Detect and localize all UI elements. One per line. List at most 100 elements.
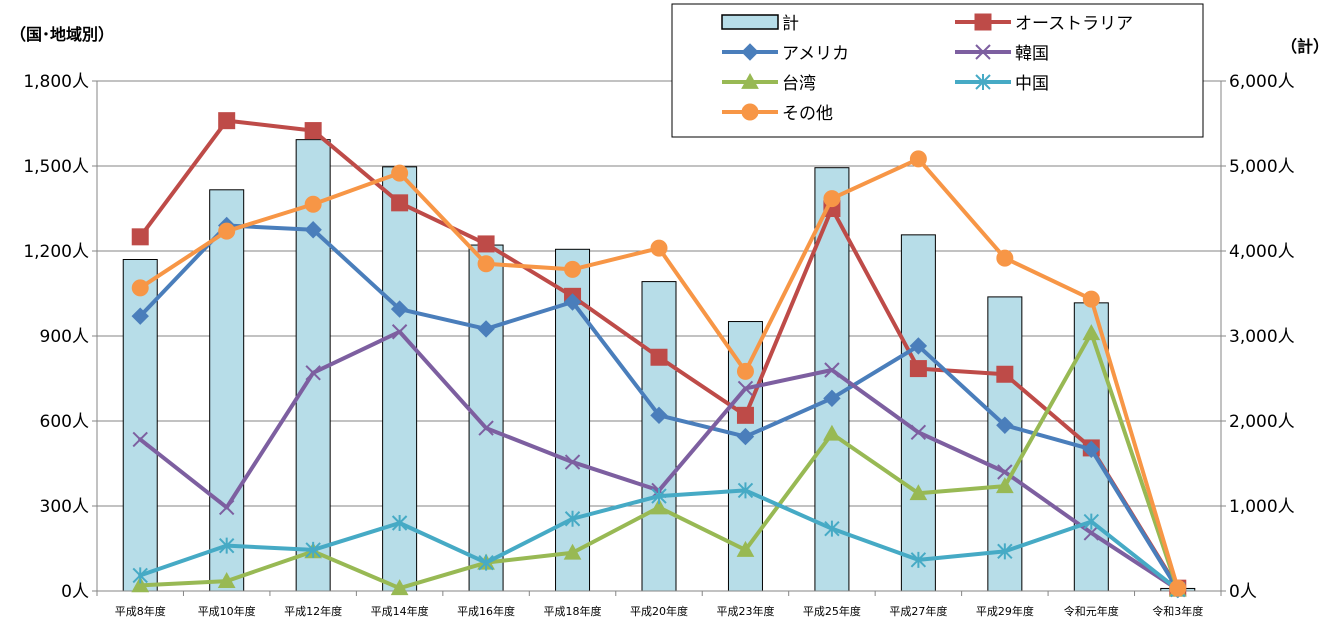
bar-total-10 [987,296,1023,592]
legend-marker-5 [975,74,991,90]
series-1-point-9 [909,337,928,355]
axes [92,80,1226,596]
category-label-3: 平成14年度 [371,604,429,618]
bar-total-1 [209,189,245,592]
legend-entry-1: オーストラリア [955,13,1133,34]
legend-label-6: その他 [782,104,833,124]
legend-label-0: 計 [782,14,799,34]
category-label-10: 平成29年度 [976,604,1034,618]
series-5-point-11 [1082,290,1100,308]
series-4-point-8 [824,520,840,537]
bar-series-total [122,139,1196,592]
right-tick-label-2: 2,000人 [1229,412,1295,432]
legend-swatch-0 [721,14,779,30]
legend-entry-5: 中国 [955,74,1049,94]
series-0-point-9 [909,360,927,378]
series-0-point-6 [650,348,668,366]
series-5-point-9 [909,150,927,168]
legend-marker-2 [741,43,759,61]
series-3-point-11 [1082,324,1101,341]
series-0-point-10 [996,365,1014,383]
series-0-point-4 [477,235,495,253]
category-label-5: 平成18年度 [544,604,602,618]
series-1-point-3 [390,300,409,318]
series-0-point-1 [218,112,236,130]
series-4-point-10 [997,543,1013,560]
series-4 [132,482,1186,598]
category-label-7: 平成23年度 [716,604,774,618]
series-4-point-0 [132,567,148,584]
series-0-point-3 [391,194,409,212]
series-4-point-9 [910,551,927,568]
series-0-point-7 [736,406,754,424]
series-4-point-6 [651,488,667,505]
series-1-point-5 [563,293,582,311]
series-4-point-4 [478,554,494,571]
left-tick-label-0: 0人 [61,582,89,602]
series-4-point-5 [564,510,581,527]
category-label-1: 平成10年度 [198,604,256,618]
left-axis-ticks: 0人 300人 600人 900人 1,200人 1,500人 1,800人 [23,72,89,602]
category-label-12: 令和3年度 [1152,604,1203,618]
series-5-point-5 [564,260,582,278]
series-3-point-10 [995,477,1014,494]
series-2-point-2 [305,365,321,381]
category-label-8: 平成25年度 [803,604,861,618]
legend-label-4: 台湾 [782,74,816,94]
right-axis-title: （計） [1281,37,1329,56]
series-3-point-9 [909,484,928,501]
series-5-point-0 [131,279,149,297]
series-2-point-0 [132,431,148,448]
series-1-point-0 [131,307,149,325]
series-5 [131,150,1187,597]
legend-label-2: アメリカ [782,44,849,64]
left-axis-title: （国･地域別） [10,25,114,44]
legend-label-3: 韓国 [1015,44,1049,64]
left-tick-label-6: 1,800人 [23,72,89,92]
category-label-0: 平成8年度 [115,604,166,618]
series-5-point-3 [391,164,409,182]
series-1-point-7 [736,427,755,446]
series-3-point-5 [563,543,582,560]
category-labels: 平成8年度 平成10年度 平成12年度 平成14年度 平成16年度 平成18年度 平成20年… [115,604,1204,618]
series-3-point-7 [736,540,755,557]
category-label-6: 平成20年度 [630,604,688,618]
series-3-point-8 [823,424,841,441]
series-3-point-1 [217,572,236,588]
bar-total-4 [468,244,504,592]
series-4-point-1 [218,537,235,554]
series-5-point-7 [736,362,754,380]
series-5-point-6 [650,239,668,257]
left-tick-label-4: 1,200人 [23,242,89,262]
right-tick-label-0: 0人 [1229,582,1257,602]
right-axis-ticks: 0人 1,000人 2,000人 3,000人 4,000人 5,000人 6,000人 [1229,72,1295,602]
legend-marker-4 [741,72,759,89]
series-2-point-11 [1083,525,1100,541]
line-series [131,112,1187,599]
legend-label-5: 中国 [1015,74,1049,94]
series-5-point-12 [1169,579,1187,597]
series-3-point-0 [131,576,150,593]
category-label-11: 令和元年度 [1064,604,1119,618]
series-2-point-4 [478,420,494,436]
series-4-point-7 [737,482,754,499]
series-1-point-6 [650,406,668,425]
series-0-point-2 [304,122,322,140]
series-5-point-1 [218,222,236,240]
legend-entry-4: 台湾 [722,72,816,94]
right-tick-label-4: 4,000人 [1229,242,1295,262]
category-label-4: 平成16年度 [457,604,515,618]
legend-entry-6: その他 [722,103,833,124]
series-5-point-8 [823,190,841,208]
bar-total-6 [641,281,677,592]
right-tick-label-6: 6,000人 [1229,72,1295,92]
left-tick-label-2: 600人 [40,412,89,432]
series-3-point-3 [390,579,409,596]
right-tick-label-5: 5,000人 [1229,157,1295,177]
legend-entry-0: 計 [721,14,799,34]
series-1 [131,216,1187,599]
series-1-point-4 [477,320,495,338]
category-label-2: 平成12年度 [284,604,342,618]
right-tick-label-3: 3,000人 [1229,327,1295,347]
